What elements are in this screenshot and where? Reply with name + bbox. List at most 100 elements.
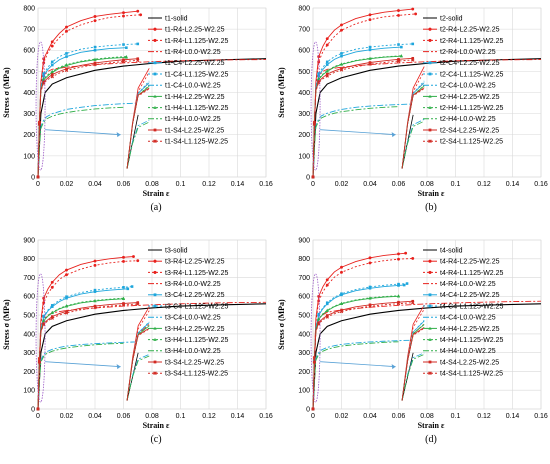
data-point: [64, 311, 69, 315]
data-point: [368, 256, 372, 260]
chart-panel-1: 0 100 200 300 400 500 600 700 800 0 0.02 0.04 0.06 0.…: [2, 5, 273, 213]
x-tick-label: 0.08: [145, 413, 159, 420]
legend-entry: t1-R4-L0.0-W2.25: [165, 49, 221, 56]
y-tick-label: 400: [298, 90, 310, 97]
legend-marker: [428, 326, 432, 330]
legend-entry: t3-C4-L1.125-W2.25: [165, 303, 229, 310]
data-point: [397, 282, 400, 286]
data-point: [122, 14, 125, 18]
zoom-arrowhead: [116, 132, 121, 138]
legend-marker: [153, 371, 157, 376]
legend-entry: t3-R4-L2.25-W2.25: [165, 259, 225, 266]
data-point: [411, 300, 415, 305]
legend-entry: t2-H4-L1.125-W2.25: [440, 105, 504, 112]
data-point: [121, 59, 126, 64]
x-axis-label: Strain ε: [143, 189, 170, 198]
data-point: [65, 273, 68, 277]
legend-marker: [153, 337, 157, 341]
x-tick-label: 0: [36, 181, 40, 188]
x-tick-label: 0.14: [506, 181, 520, 188]
legend-entry: t3-solid: [165, 247, 188, 254]
data-point: [122, 286, 125, 289]
data-point: [50, 316, 54, 320]
data-point: [312, 122, 317, 126]
data-point: [50, 73, 54, 76]
y-tick-label: 200: [23, 369, 35, 376]
legend-entry: t1-S4-L2.25-W2.25: [165, 127, 224, 134]
data-point: [340, 270, 343, 274]
data-point: [311, 407, 315, 411]
data-point: [93, 61, 97, 65]
legend-entry: t2-R4-L0.0-W2.25: [440, 49, 496, 56]
x-tick-label: 0.16: [534, 413, 548, 420]
y-tick-label: 500: [298, 69, 310, 76]
data-point: [368, 261, 372, 265]
data-point: [65, 29, 68, 33]
data-point: [122, 58, 125, 62]
x-tick-label: 0.12: [202, 181, 216, 188]
data-point: [42, 314, 45, 318]
legend-entry: t1-R4-L1.125-W2.25: [165, 38, 229, 45]
data-point: [317, 80, 320, 83]
data-point: [65, 67, 68, 71]
data-point: [50, 310, 54, 314]
zoom-ellipse: [310, 41, 321, 171]
data-point: [65, 52, 68, 55]
x-tick-label: 0.16: [534, 181, 548, 188]
x-tick-label: 0.1: [451, 413, 461, 420]
chart-panel-2: 0 100 200 300 400 500 600 700 800 0 0.02 0.04 0.06 0.…: [277, 5, 548, 213]
data-point: [340, 52, 343, 55]
series-line-10: [37, 342, 124, 410]
legend-marker: [153, 128, 157, 132]
x-tick-label: 0.06: [392, 413, 406, 420]
series-line-10: [312, 106, 399, 178]
data-point: [339, 309, 344, 314]
data-point: [139, 13, 143, 17]
legend-marker: [428, 61, 432, 65]
data-point: [42, 80, 45, 84]
y-axis-label: Stress σ (MPa): [277, 67, 286, 118]
y-tick-label: 600: [298, 294, 310, 301]
inset-line-10: [401, 120, 425, 169]
data-point: [368, 62, 372, 66]
legend-entry: t4-S4-L2.25-W2.25: [440, 359, 499, 366]
data-point: [93, 290, 97, 293]
legend-entry: t3-C4-L0.0-W2.25: [165, 315, 221, 322]
y-tick-label: 200: [23, 132, 35, 139]
legend-marker: [153, 61, 157, 65]
x-axis-label: Strain ε: [418, 189, 445, 198]
legend-entry: t1-C4-L2.25-W2.25: [165, 60, 225, 67]
data-point: [368, 296, 372, 300]
x-tick-label: 0.12: [202, 413, 216, 420]
data-point: [64, 68, 69, 73]
legend-marker: [428, 337, 432, 341]
legend-entry: t1-R4-L2.25-W2.25: [165, 27, 225, 34]
data-point: [396, 294, 401, 297]
data-point: [397, 58, 400, 61]
x-tick-label: 0.04: [363, 181, 377, 188]
inset-line-12: [401, 327, 425, 401]
x-tick-label: 0.16: [259, 413, 273, 420]
series-line-12: [37, 303, 138, 410]
data-point: [397, 300, 400, 304]
inset-line-9: [401, 84, 425, 169]
series-line-3: [312, 13, 416, 178]
legend-marker: [428, 105, 432, 109]
legend: t3-solid t3-R4-L2.25-W2.25 t3-R4-L1.125-W2…: [148, 247, 229, 378]
zoom-arrow: [320, 129, 396, 136]
y-tick-label: 0: [306, 406, 310, 413]
legend-marker: [153, 293, 157, 297]
data-point: [402, 283, 406, 287]
legend-entry: t2-R4-L1.125-W2.25: [440, 38, 504, 45]
legend-entry: t4-C4-L2.25-W2.25: [440, 292, 500, 299]
zoom-ellipse: [35, 41, 46, 171]
data-point: [93, 259, 97, 263]
series-line-4: [312, 59, 542, 178]
data-point: [411, 7, 415, 11]
x-tick-label: 0.14: [231, 413, 245, 420]
y-tick-label: 600: [23, 48, 35, 55]
x-tick-label: 0.06: [117, 181, 131, 188]
data-point: [340, 292, 343, 296]
data-point: [397, 13, 400, 17]
inset-line-11: [401, 87, 425, 169]
